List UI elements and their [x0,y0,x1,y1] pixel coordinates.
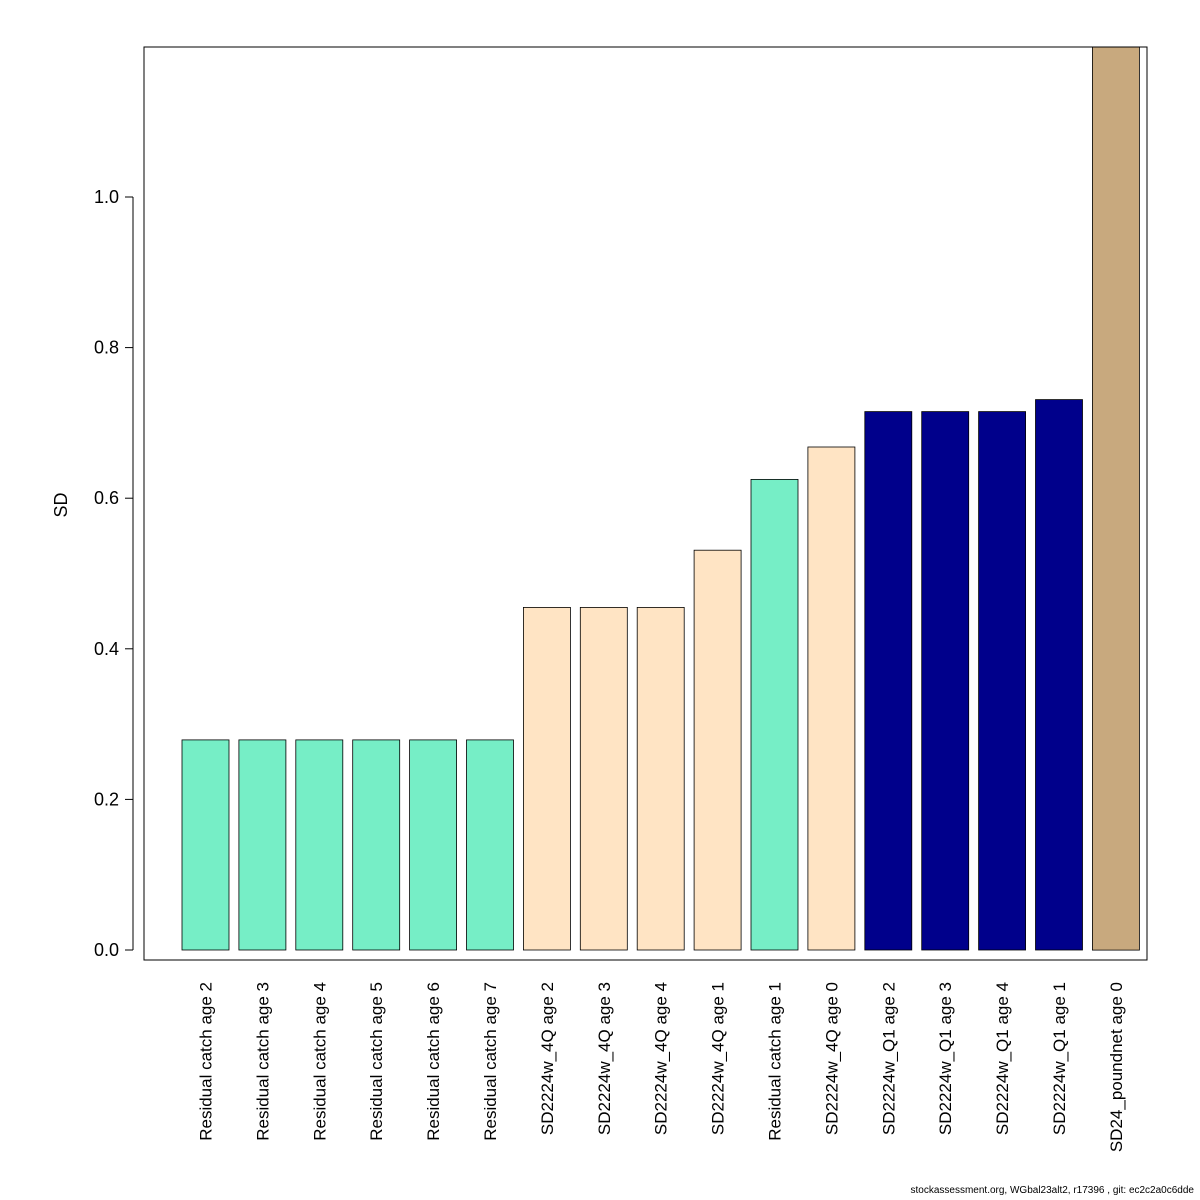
bar-7 [523,607,571,951]
y-tick-label-1: 0.0 [94,940,119,960]
x-axis-labels: Residual catch age 2 Residual catch age 3… [197,982,1126,1152]
bar-6 [466,739,514,951]
bar-17 [1092,47,1140,951]
x-tick-label-13: SD2224w_Q1 age 2 [879,982,898,1135]
bar-3 [295,739,344,951]
y-axis: 0.0 0.2 0.4 0.6 0.8 1.0 [94,187,134,960]
footer-text: stockassessment.org, WGbal23alt2, r17396… [910,1185,1195,1196]
bar-4 [352,739,401,951]
bar-8 [579,607,628,951]
bar-16 [1035,399,1083,951]
x-tick-label-1: Residual catch age 2 [197,982,216,1141]
x-tick-label-14: SD2224w_Q1 age 3 [936,982,955,1135]
bar-2 [238,739,287,951]
x-tick-label-17: SD24_poundnet age 0 [1107,982,1126,1152]
bars [181,47,1140,951]
x-tick-label-10: SD2224w_4Q age 1 [709,982,728,1135]
bar-13 [864,411,913,951]
y-tick-label-3: 0.4 [94,639,119,659]
bar-1 [181,739,230,951]
x-tick-label-8: SD2224w_4Q age 3 [595,982,614,1135]
x-tick-label-4: Residual catch age 5 [367,982,386,1141]
x-tick-label-11: Residual catch age 1 [766,982,785,1141]
x-tick-label-2: Residual catch age 3 [253,982,272,1141]
x-tick-label-5: Residual catch age 6 [424,982,443,1141]
plot-frame [143,46,1148,961]
bar-5 [409,739,458,951]
y-tick-label-2: 0.2 [94,789,119,809]
bar-10 [693,549,742,951]
y-tick-label-5: 0.8 [94,338,119,358]
x-tick-label-9: SD2224w_4Q age 4 [652,982,671,1135]
bar-9 [636,607,685,951]
x-tick-label-3: Residual catch age 4 [310,982,329,1141]
y-axis-label: SD [51,492,71,517]
x-tick-label-6: Residual catch age 7 [481,982,500,1141]
bar-15 [978,411,1026,951]
y-tick-label-6: 1.0 [94,187,119,207]
x-tick-label-7: SD2224w_4Q age 2 [538,982,557,1135]
bar-14 [921,411,970,951]
bar-12 [807,446,856,951]
x-tick-label-15: SD2224w_Q1 age 4 [993,982,1012,1135]
x-tick-label-12: SD2224w_4Q age 0 [822,982,841,1135]
y-tick-label-4: 0.6 [94,488,119,508]
bar-11 [750,478,799,951]
x-tick-label-16: SD2224w_Q1 age 1 [1050,982,1069,1135]
